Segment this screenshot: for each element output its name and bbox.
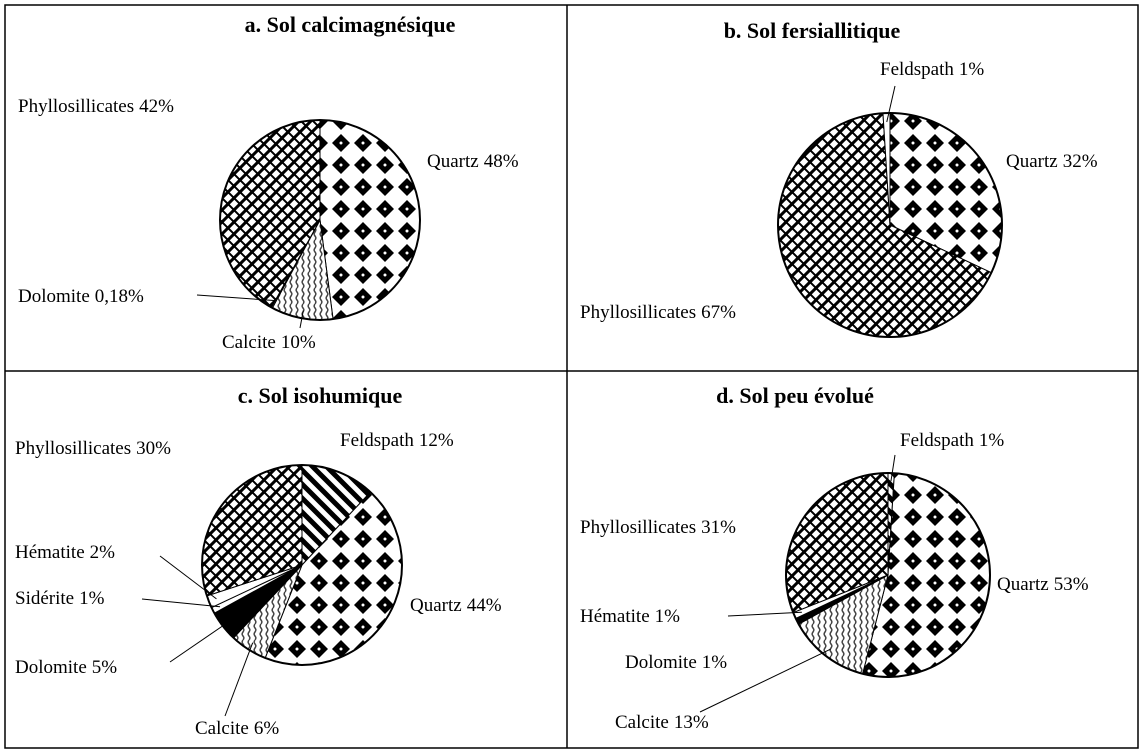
slice-category: Hématite: [15, 542, 85, 563]
slice-label: Phyllosillicates 67%: [580, 302, 736, 323]
slice-value: 0,18%: [95, 286, 144, 307]
pie-slice: [319, 119, 421, 320]
slice-label: Feldspath 12%: [340, 430, 454, 451]
slice-value: 53%: [1054, 574, 1089, 595]
slice-value: 67%: [701, 302, 736, 323]
slice-category: Feldspath: [880, 59, 954, 80]
slice-label: Quartz 32%: [1006, 151, 1098, 172]
slice-label: Calcite 10%: [222, 332, 316, 353]
slice-value: 32%: [1063, 151, 1098, 172]
leader-line: [224, 642, 254, 717]
slice-category: Dolomite: [15, 657, 87, 678]
slice-label: Dolomite 1%: [625, 652, 727, 673]
slice-category: Feldspath: [340, 430, 414, 451]
slice-value: 1%: [79, 588, 105, 609]
slice-label: Feldspath 1%: [900, 430, 1004, 451]
chart-title: c. Sol isohumique: [238, 383, 403, 408]
slice-value: 5%: [92, 657, 118, 678]
chart-title: d. Sol peu évolué: [716, 383, 874, 408]
leader-line: [727, 611, 802, 617]
leader-line: [196, 294, 276, 302]
slice-category: Calcite: [615, 712, 669, 733]
slice-value: 6%: [254, 718, 280, 739]
slice-label: Feldspath 1%: [880, 59, 984, 80]
slice-label: Dolomite 5%: [15, 657, 117, 678]
slice-category: Dolomite: [18, 286, 90, 307]
leader-line: [886, 85, 896, 123]
slice-value: 1%: [655, 606, 681, 627]
chart-title: b. Sol fersiallitique: [724, 18, 901, 43]
slice-value: 13%: [674, 712, 709, 733]
leader-line: [890, 454, 896, 482]
slice-label: Quartz 48%: [427, 151, 519, 172]
slice-label: Phyllosillicates 30%: [15, 438, 171, 459]
slice-label: Calcite 13%: [615, 712, 709, 733]
leader-line: [699, 648, 831, 713]
slice-value: 30%: [136, 438, 171, 459]
slice-value: 2%: [90, 542, 116, 563]
slice-category: Hématite: [580, 606, 650, 627]
slice-category: Phyllosillicates: [15, 438, 131, 459]
pie-outline: [785, 472, 991, 678]
slice-value: 44%: [467, 595, 502, 616]
pie-outline: [201, 464, 403, 666]
slice-label: Phyllosillicates 31%: [580, 517, 736, 538]
slice-category: Quartz: [427, 151, 479, 172]
leader-line: [169, 620, 230, 663]
slice-value: 1%: [979, 430, 1005, 451]
slice-category: Phyllosillicates: [580, 302, 696, 323]
slice-category: Sidérite: [15, 588, 74, 609]
slice-category: Calcite: [222, 332, 276, 353]
pie-outline: [777, 112, 1003, 338]
slice-value: 1%: [702, 652, 728, 673]
slice-label: Quartz 53%: [997, 574, 1089, 595]
slice-category: Phyllosillicates: [580, 517, 696, 538]
slice-label: Hématite 2%: [15, 542, 115, 563]
slice-label: Dolomite 0,18%: [18, 286, 144, 307]
slice-category: Phyllosillicates: [18, 96, 134, 117]
slice-category: Calcite: [195, 718, 249, 739]
slice-label: Quartz 44%: [410, 595, 502, 616]
slice-label: Hématite 1%: [580, 606, 680, 627]
slice-category: Dolomite: [625, 652, 697, 673]
leader-line: [159, 555, 217, 600]
slice-category: Quartz: [410, 595, 462, 616]
slice-category: Quartz: [997, 574, 1049, 595]
slice-value: 42%: [139, 96, 174, 117]
slice-label: Sidérite 1%: [15, 588, 105, 609]
leader-line: [299, 310, 304, 329]
slice-value: 48%: [484, 151, 519, 172]
slice-value: 1%: [959, 59, 985, 80]
slice-value: 10%: [281, 332, 316, 353]
slice-category: Quartz: [1006, 151, 1058, 172]
chart-title: a. Sol calcimagnésique: [245, 12, 456, 37]
slice-value: 12%: [419, 430, 454, 451]
slice-label: Phyllosillicates 42%: [18, 96, 174, 117]
pie-outline: [219, 119, 421, 321]
slice-category: Feldspath: [900, 430, 974, 451]
slice-value: 31%: [701, 517, 736, 538]
frame: [4, 4, 1139, 749]
leader-line: [141, 598, 221, 608]
slice-label: Calcite 6%: [195, 718, 279, 739]
